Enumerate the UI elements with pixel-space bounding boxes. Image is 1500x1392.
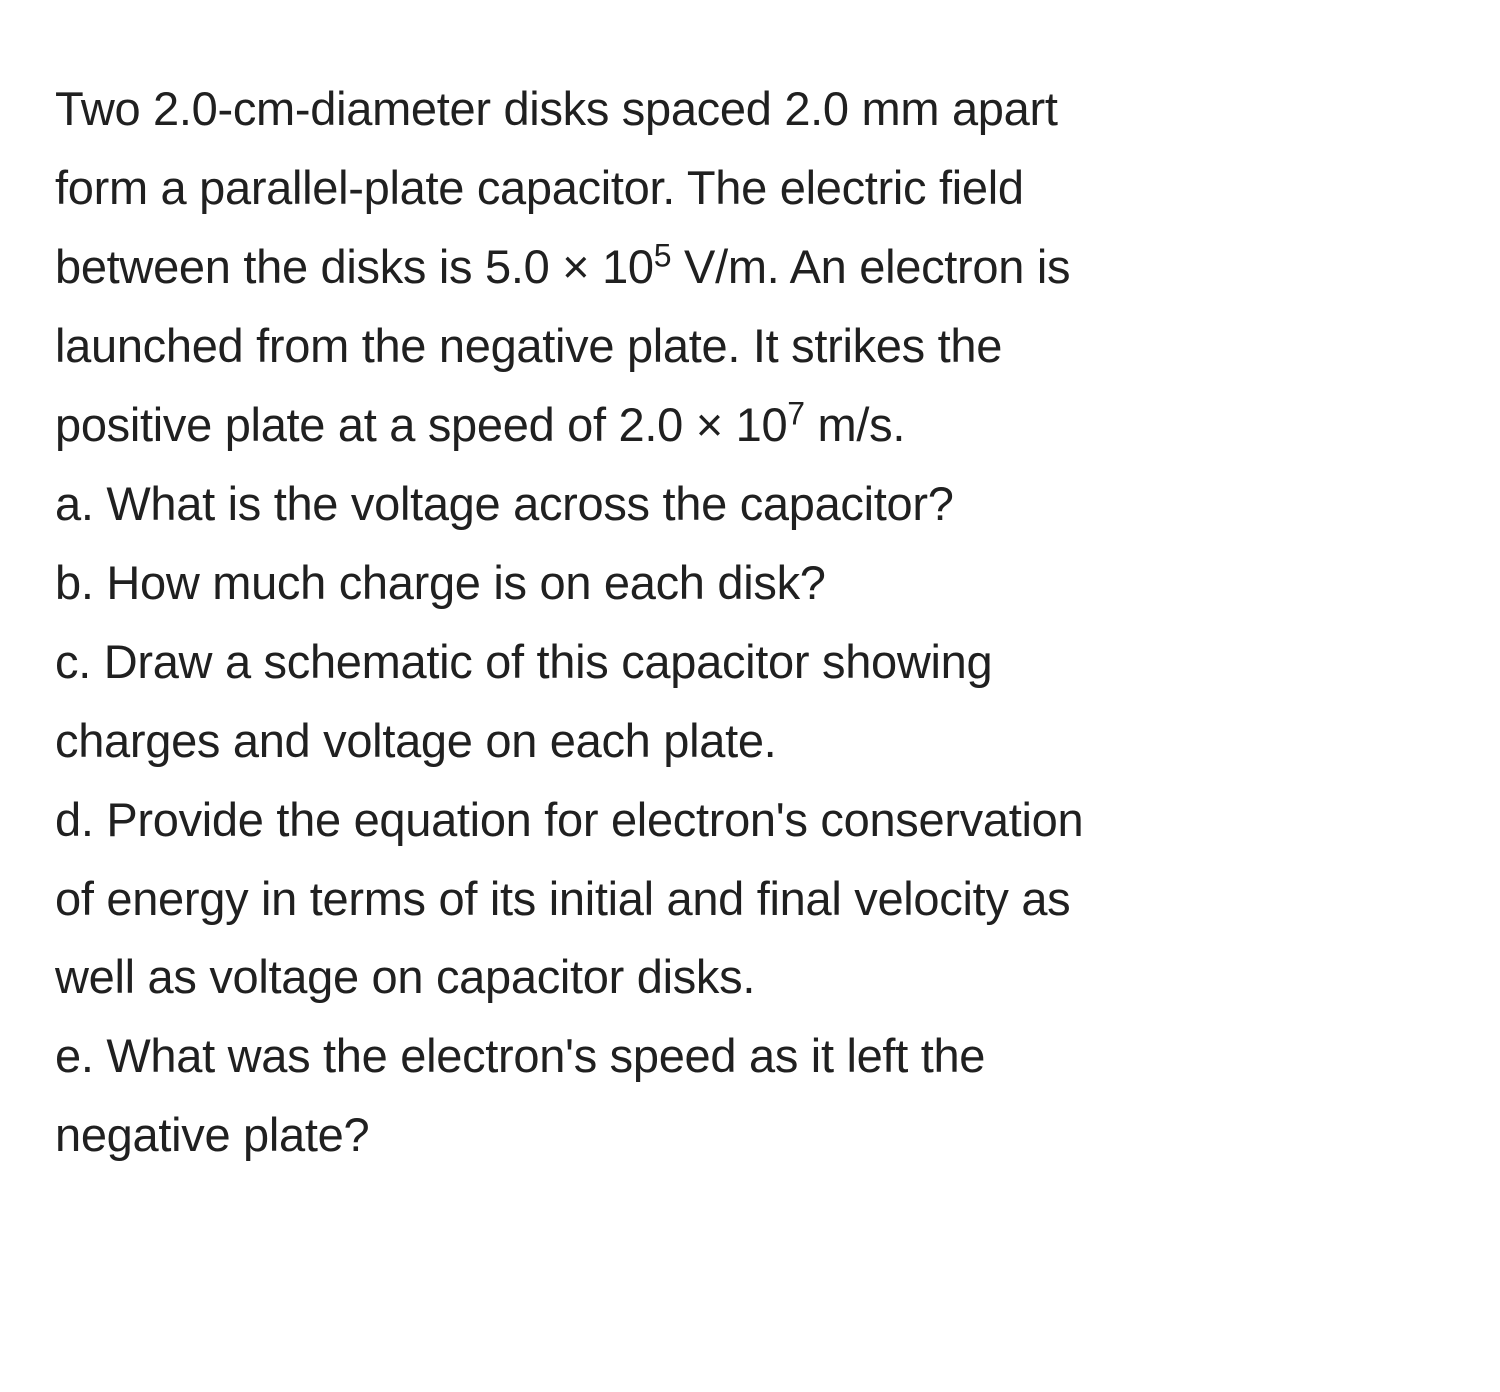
problem-text: Two 2.0-cm-diameter disks spaced 2.0 mm …	[55, 70, 1445, 1175]
intro-line-5: positive plate at a speed of 2.0 × 107 m…	[55, 386, 1445, 465]
part-e-line-2: negative plate?	[55, 1096, 1445, 1175]
part-c-line-1: c. Draw a schematic of this capacitor sh…	[55, 623, 1445, 702]
part-d-line-3: well as voltage on capacitor disks.	[55, 938, 1445, 1017]
superscript-7: 7	[787, 395, 804, 431]
part-c-line-2: charges and voltage on each plate.	[55, 702, 1445, 781]
part-b: b. How much charge is on each disk?	[55, 544, 1445, 623]
intro-line-1: Two 2.0-cm-diameter disks spaced 2.0 mm …	[55, 70, 1445, 149]
intro-line-3-post: V/m. An electron is	[671, 240, 1070, 293]
part-e-line-1: e. What was the electron's speed as it l…	[55, 1017, 1445, 1096]
intro-line-4: launched from the negative plate. It str…	[55, 307, 1445, 386]
part-a: a. What is the voltage across the capaci…	[55, 465, 1445, 544]
intro-line-5-post: m/s.	[805, 398, 905, 451]
part-d-line-1: d. Provide the equation for electron's c…	[55, 781, 1445, 860]
intro-line-2: form a parallel-plate capacitor. The ele…	[55, 149, 1445, 228]
intro-line-3: between the disks is 5.0 × 105 V/m. An e…	[55, 228, 1445, 307]
superscript-5: 5	[654, 237, 671, 273]
part-d-line-2: of energy in terms of its initial and fi…	[55, 860, 1445, 939]
intro-line-5-pre: positive plate at a speed of 2.0 × 10	[55, 398, 787, 451]
intro-line-3-pre: between the disks is 5.0 × 10	[55, 240, 654, 293]
